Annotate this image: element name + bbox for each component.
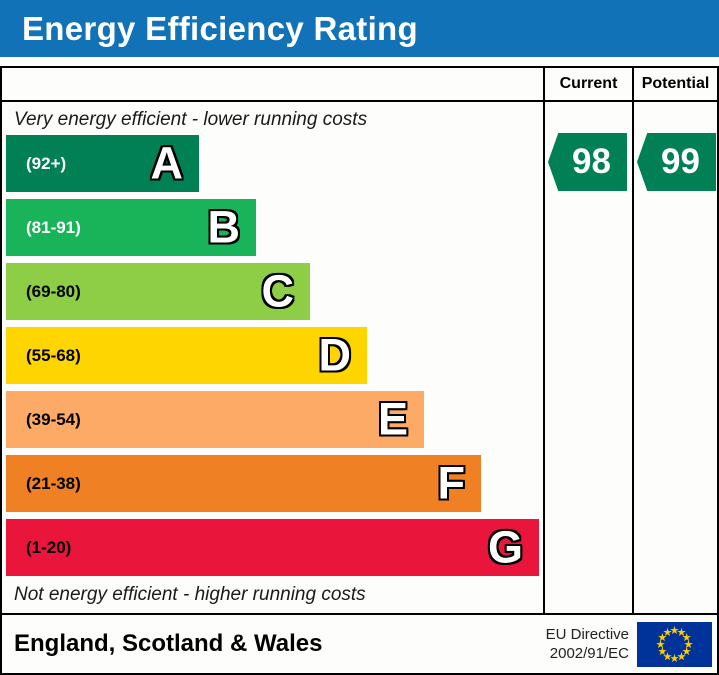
- bottom-note: Not energy efficient - higher running co…: [14, 584, 366, 605]
- band-range-f: (21-38): [26, 473, 81, 493]
- potential-column-header: Potential: [641, 75, 710, 92]
- rating-scale-column: Very energy efficient - lower running co…: [2, 102, 543, 613]
- eu-flag-icon: [637, 621, 712, 667]
- band-letter-f: F: [437, 457, 466, 509]
- band-row-f: (21-38) F: [6, 455, 543, 519]
- band-letter-e: E: [377, 393, 408, 445]
- header-chart-spacer: [2, 68, 543, 100]
- eu-directive-line1: EU Directive: [545, 626, 629, 643]
- current-value-column: 98: [543, 102, 632, 613]
- band-row-b: (81-91) B: [6, 199, 543, 263]
- potential-rating-arrow: 99: [637, 133, 716, 191]
- table-header-row: Current Potential: [2, 68, 717, 102]
- band-range-c: (69-80): [26, 281, 81, 301]
- band-row-c: (69-80) C: [6, 263, 543, 327]
- band-row-d: (55-68) D: [6, 327, 543, 391]
- eu-directive-label: EU Directive 2002/91/EC: [546, 625, 637, 663]
- top-note: Very energy efficient - lower running co…: [14, 109, 368, 130]
- band-row-a: (92+) A: [6, 135, 543, 199]
- page-title: Energy Efficiency Rating: [22, 9, 418, 47]
- band-bar-f: (21-38) F: [6, 455, 481, 512]
- band-row-e: (39-54) E: [6, 391, 543, 455]
- band-range-b: (81-91): [26, 217, 81, 237]
- current-rating-arrow: 98: [548, 133, 627, 191]
- energy-rating-table: Current Potential Very energy efficient …: [0, 66, 719, 675]
- band-letter-b: B: [207, 201, 241, 253]
- band-range-e: (39-54): [26, 409, 81, 429]
- band-range-d: (55-68): [26, 345, 81, 365]
- current-rating-value: 98: [572, 142, 611, 181]
- band-bar-b: (81-91) B: [6, 199, 256, 256]
- potential-rating-value: 99: [661, 142, 700, 181]
- table-body: Very energy efficient - lower running co…: [2, 102, 717, 613]
- band-range-g: (1-20): [26, 537, 72, 557]
- table-footer: England, Scotland & Wales EU Directive 2…: [2, 613, 717, 673]
- band-row-g: (1-20) G: [6, 519, 543, 583]
- band-letter-d: D: [318, 329, 352, 381]
- header-current-cell: Current: [543, 68, 632, 100]
- band-bar-c: (69-80) C: [6, 263, 310, 320]
- rating-bands: (92+) A (81-91) B (69-80) C: [6, 135, 543, 583]
- band-bar-g: (1-20) G: [6, 519, 539, 576]
- band-letter-c: C: [261, 265, 295, 317]
- band-letter-g: G: [487, 521, 523, 573]
- header-potential-cell: Potential: [632, 68, 717, 100]
- band-range-a: (92+): [26, 153, 67, 173]
- band-bar-e: (39-54) E: [6, 391, 424, 448]
- band-letter-a: A: [150, 137, 184, 189]
- band-bar-d: (55-68) D: [6, 327, 367, 384]
- eu-directive-line2: 2002/91/EC: [549, 645, 629, 662]
- region-label: England, Scotland & Wales: [14, 630, 323, 657]
- current-column-header: Current: [559, 75, 618, 92]
- potential-value-column: 99: [632, 102, 717, 613]
- band-bar-a: (92+) A: [6, 135, 199, 192]
- title-bar: Energy Efficiency Rating: [0, 0, 719, 57]
